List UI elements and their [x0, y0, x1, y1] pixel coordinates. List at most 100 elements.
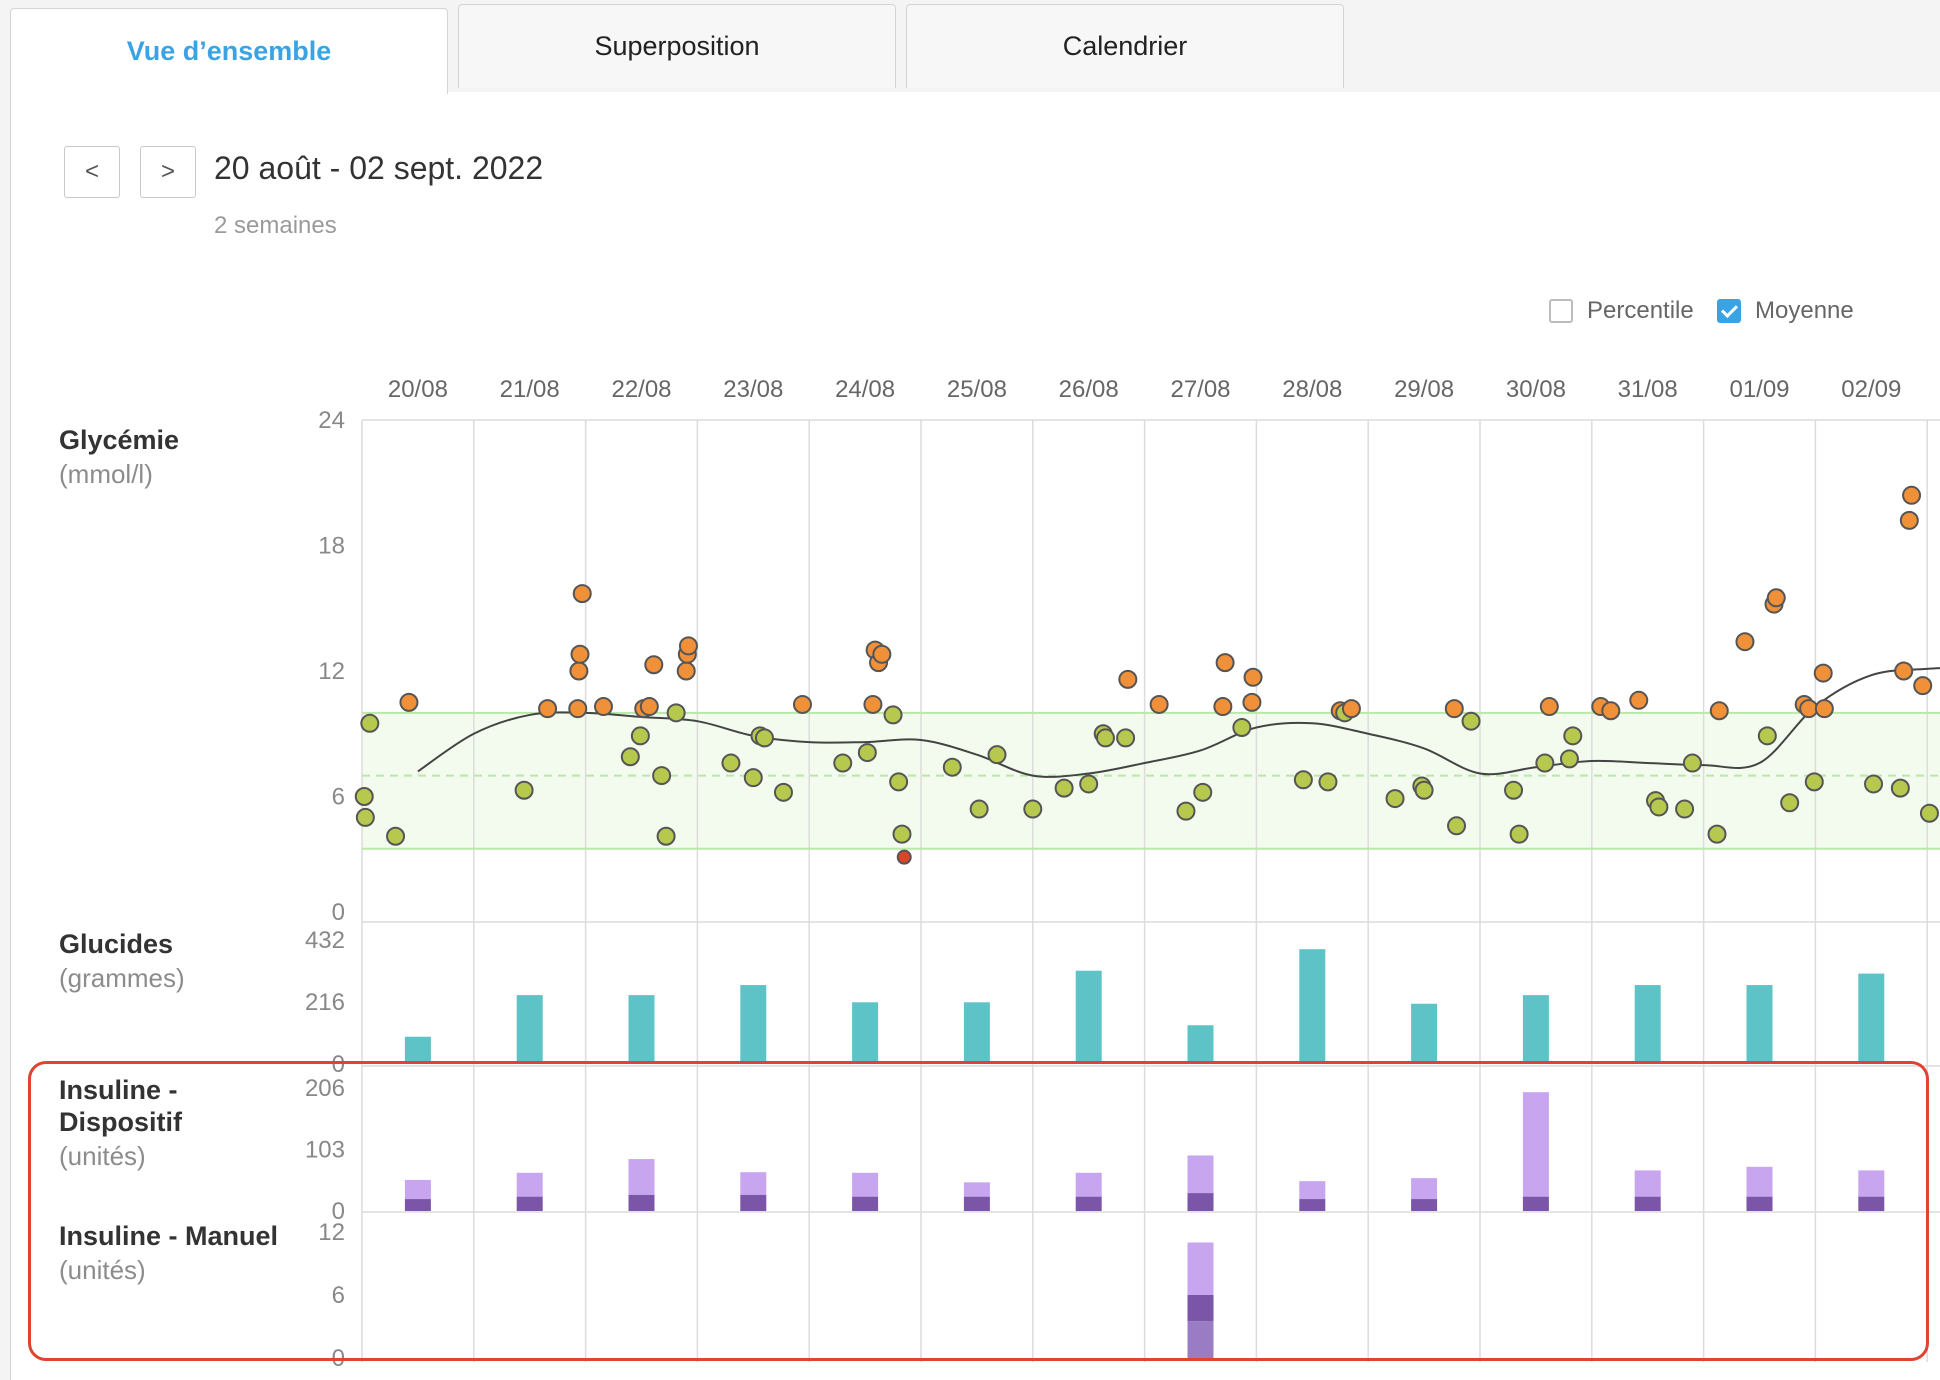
glycemie-unit: (mmol/l): [59, 459, 153, 489]
glycemie-point: [1232, 717, 1252, 737]
insuline-dispositif-ytick: 206: [305, 1075, 345, 1102]
glycemie-point: [1341, 699, 1361, 719]
insuline-bolus-bar: [740, 1172, 767, 1195]
glucides-ytick: 216: [305, 989, 345, 1016]
glycemie-point: [896, 849, 912, 865]
insuline-basal-bar: [628, 1194, 655, 1211]
moyenne-label: Moyenne: [1755, 297, 1854, 324]
day-tick-label: 26/08: [1059, 376, 1119, 403]
insuline-basal-bar: [740, 1194, 767, 1211]
glycemie-point: [1899, 510, 1919, 530]
insuline-bolus-bar: [1522, 1092, 1549, 1197]
glucides-unit: (grammes): [59, 963, 185, 993]
insuline-bolus-bar: [628, 1159, 655, 1195]
tab-calendrier[interactable]: Calendrier: [906, 4, 1344, 88]
insuline-basal-bar: [1075, 1196, 1102, 1211]
insuline-bolus-bar: [1411, 1178, 1438, 1200]
glycemie-point: [1682, 753, 1702, 773]
glycemie-point: [872, 644, 892, 664]
glycemie-point: [1649, 797, 1669, 817]
percentile-option[interactable]: Percentile: [1549, 296, 1694, 326]
glycemie-point: [1509, 824, 1529, 844]
percentile-label: Percentile: [1587, 297, 1694, 324]
day-tick-label: 23/08: [723, 376, 783, 403]
insuline-dispositif-label: Insuline - Dispositif: [59, 1075, 183, 1137]
insuline-manuel-bar: [1187, 1321, 1214, 1358]
tab-superposition[interactable]: Superposition: [458, 4, 896, 88]
glycemie-point: [1563, 726, 1583, 746]
glucides-bar: [1522, 995, 1549, 1064]
prev-period-button[interactable]: <: [64, 146, 120, 198]
glycemie-point: [1799, 699, 1819, 719]
glycemie-point: [1504, 780, 1524, 800]
insuline-bolus-bar: [1075, 1172, 1102, 1197]
glycemie-point: [360, 713, 380, 733]
glycemie-point: [721, 753, 741, 773]
insuline-bolus-bar: [1858, 1170, 1885, 1197]
next-period-button[interactable]: >: [140, 146, 196, 198]
glycemie-point: [1780, 793, 1800, 813]
glycemie-point: [1813, 663, 1833, 683]
glycemie-point: [1213, 697, 1233, 717]
insuline-manuel-ytick: 6: [332, 1282, 345, 1309]
glycemie-point: [1675, 799, 1695, 819]
glycemie-point: [833, 753, 853, 773]
glycemie-point: [1757, 726, 1777, 746]
glucides-bar: [404, 1036, 431, 1064]
glycemie-point: [538, 699, 558, 719]
date-range-title: 20 août - 02 sept. 2022: [214, 150, 544, 186]
moyenne-checkbox[interactable]: [1717, 299, 1741, 323]
day-tick-label: 29/08: [1394, 376, 1454, 403]
glycemie-point: [644, 655, 664, 675]
glycemie-point: [969, 799, 989, 819]
insuline-bolus-bar: [1634, 1170, 1661, 1197]
insuline-dispositif-unit: (unités): [59, 1141, 146, 1171]
insuline-basal-bar: [1858, 1196, 1885, 1211]
insuline-basal-bar: [1634, 1196, 1661, 1211]
glycemie-point: [1539, 697, 1559, 717]
glycemie-point: [1118, 669, 1138, 689]
glycemie-ytick: 18: [318, 533, 345, 560]
glycemie-point: [889, 772, 909, 792]
glycemie-point: [639, 697, 659, 717]
glycemie-point: [630, 726, 650, 746]
glycemie-point: [1814, 699, 1834, 719]
glucides-bar: [1858, 973, 1885, 1064]
glycemie-ytick: 0: [332, 899, 345, 926]
glycemie-point: [386, 826, 406, 846]
glycemie-ytick: 6: [332, 784, 345, 811]
tab-vue-ensemble[interactable]: Vue d’ensemble: [10, 8, 448, 94]
glucides-bar: [1187, 1025, 1214, 1064]
moyenne-option[interactable]: Moyenne: [1717, 296, 1854, 326]
glycemie-point: [652, 766, 672, 786]
insuline-manuel-unit: (unités): [59, 1255, 146, 1285]
insuline-basal-bar: [516, 1196, 543, 1211]
glycemie-point: [1149, 694, 1169, 714]
glucides-bar: [1746, 985, 1773, 1064]
insuline-basal-bar: [963, 1196, 990, 1211]
insuline-basal-bar: [852, 1196, 879, 1211]
glycemie-point: [678, 636, 698, 656]
glycemie-point: [1242, 692, 1262, 712]
glycemie-point: [1894, 661, 1914, 681]
insuline-dispositif-ytick: 0: [332, 1198, 345, 1225]
glycemie-point: [1707, 824, 1727, 844]
glucides-bar: [852, 1002, 879, 1064]
glycemie-point: [1293, 770, 1313, 790]
glucides-bar: [516, 995, 543, 1064]
glycemie-point: [568, 699, 588, 719]
insuline-manuel-ytick: 0: [332, 1345, 345, 1372]
glycemie-point: [514, 780, 534, 800]
insuline-bolus-bar: [963, 1182, 990, 1197]
glycemie-point: [399, 692, 419, 712]
glycemie-point: [1890, 778, 1910, 798]
day-tick-label: 20/08: [388, 376, 448, 403]
percentile-checkbox[interactable]: [1549, 299, 1573, 323]
day-tick-label: 30/08: [1506, 376, 1566, 403]
glycemie-point: [1913, 676, 1933, 696]
glycemie-point: [1919, 803, 1939, 823]
insuline-bolus-bar: [516, 1172, 543, 1197]
glucides-bar: [1299, 949, 1326, 1064]
glycemie-ytick: 24: [318, 407, 345, 434]
glucides-label: Glucides: [59, 929, 174, 959]
